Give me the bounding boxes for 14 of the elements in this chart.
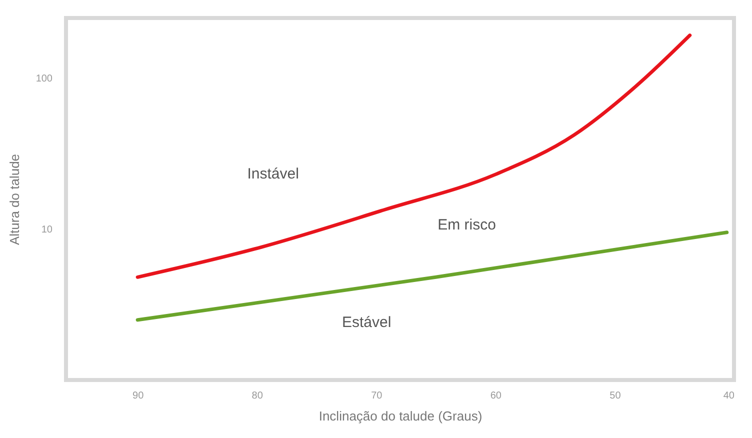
y-axis-title: Altura do talude <box>6 154 22 246</box>
x-tick-label: 90 <box>132 390 144 402</box>
x-tick-label: 60 <box>490 390 502 402</box>
line-series <box>136 34 692 279</box>
x-axis-title: Inclinação do talude (Graus) <box>318 408 482 424</box>
y-tick-label: 10 <box>41 224 53 236</box>
x-tick-label: 40 <box>723 390 735 402</box>
annotation: Instável <box>247 166 299 183</box>
annotation: Estável <box>342 314 392 332</box>
x-tick-label: 80 <box>252 390 264 402</box>
y-tick-label: 100 <box>36 74 53 85</box>
x-tick-label: 50 <box>610 390 622 402</box>
annotation: Em risco <box>438 216 496 234</box>
x-tick-label: 70 <box>371 390 383 402</box>
